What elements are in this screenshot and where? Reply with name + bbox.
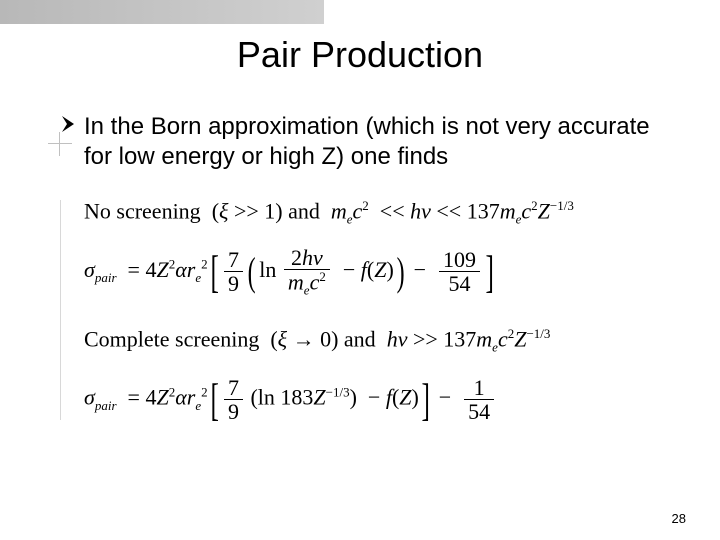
eq1-tail-num: 109 xyxy=(439,248,480,272)
page-number: 28 xyxy=(672,511,686,526)
top-gradient-bar xyxy=(0,0,720,24)
eq1-frac79-num: 7 xyxy=(224,248,243,272)
eq1-condition: No screening (ξ >> 1) and mec2 << hν << … xyxy=(84,198,574,228)
bullet-item: In the Born approximation (which is not … xyxy=(60,112,670,172)
eq2-frac79-num: 7 xyxy=(224,376,243,400)
bullet-text: In the Born approximation (which is not … xyxy=(84,112,670,172)
eq2-tail-num: 1 xyxy=(464,376,494,400)
eq2-condition: Complete screening (ξ → 0) and hν >> 137… xyxy=(84,326,550,356)
eq2-prefix: Complete screening xyxy=(84,326,259,351)
eq2-frac79-den: 9 xyxy=(224,400,243,423)
eq1-frac79-den: 9 xyxy=(224,272,243,295)
arrowhead-bullet-icon xyxy=(60,114,80,134)
eq1-tail-den: 54 xyxy=(439,272,480,295)
eq2-sigma: σpair = 4Z2αre2 [ 79 (ln 183Z−1/3) − f(Z… xyxy=(84,376,496,423)
eq2-tail-den: 54 xyxy=(464,400,494,423)
page-title: Pair Production xyxy=(0,34,720,76)
left-guide-line xyxy=(60,200,61,420)
eq1-sigma: σpair = 4Z2αre2 [ 79 ( ln 2hνmec2 − f(Z)… xyxy=(84,246,491,297)
eq1-prefix: No screening xyxy=(84,198,201,223)
